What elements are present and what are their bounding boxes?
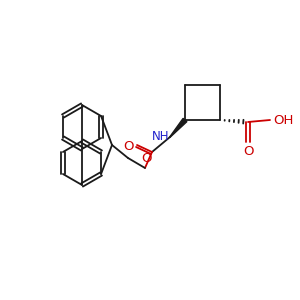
- Text: NH: NH: [152, 130, 169, 143]
- Text: O: O: [243, 145, 253, 158]
- Text: O: O: [142, 152, 152, 165]
- Text: OH: OH: [273, 113, 293, 127]
- Text: O: O: [124, 140, 134, 152]
- Polygon shape: [170, 118, 187, 137]
